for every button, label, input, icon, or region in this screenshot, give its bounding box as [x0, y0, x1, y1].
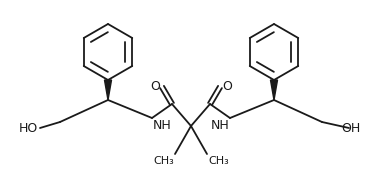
- Polygon shape: [105, 80, 112, 100]
- Text: NH: NH: [153, 119, 172, 132]
- Text: O: O: [222, 80, 232, 92]
- Text: NH: NH: [210, 119, 229, 132]
- Text: HO: HO: [19, 122, 38, 134]
- Text: CH₃: CH₃: [153, 156, 174, 166]
- Text: O: O: [150, 80, 160, 92]
- Text: CH₃: CH₃: [208, 156, 229, 166]
- Text: OH: OH: [342, 122, 361, 134]
- Polygon shape: [270, 80, 277, 100]
